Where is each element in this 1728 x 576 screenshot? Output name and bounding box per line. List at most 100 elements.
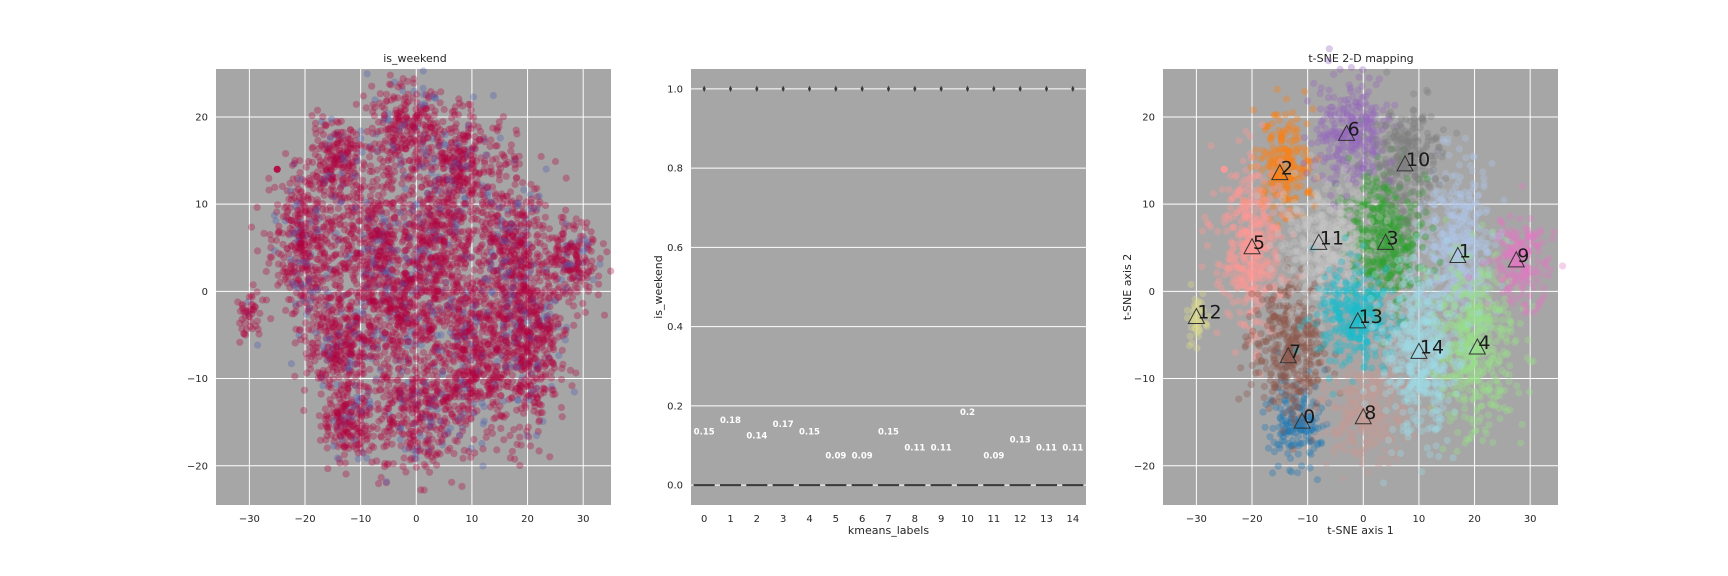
- data-point: [385, 364, 393, 372]
- data-point: [346, 411, 354, 419]
- data-point: [354, 217, 362, 225]
- data-point: [383, 97, 391, 105]
- data-point: [301, 262, 309, 271]
- data-point: [353, 370, 361, 378]
- data-point: [358, 360, 366, 368]
- data-point: [372, 377, 380, 385]
- data-point: [355, 424, 363, 432]
- data-point: [343, 392, 351, 400]
- data-point: [441, 225, 449, 233]
- data-point: [394, 376, 402, 384]
- data-point: [407, 327, 415, 335]
- data-point: [279, 261, 287, 269]
- data-point: [304, 325, 313, 334]
- data-point: [354, 449, 362, 457]
- data-point: [356, 428, 364, 436]
- data-point: [337, 422, 345, 430]
- data-point: [421, 135, 429, 143]
- data-point: [469, 93, 478, 101]
- data-point: [424, 312, 432, 320]
- data-point: [393, 321, 402, 329]
- data-point: [451, 436, 459, 444]
- data-point: [518, 360, 526, 368]
- data-point: [337, 399, 345, 407]
- data-point: [384, 460, 392, 468]
- data-point: [337, 299, 345, 307]
- data-point: [487, 198, 495, 206]
- data-point: [358, 370, 366, 378]
- data-point: [351, 360, 359, 368]
- panel1-plot-area: [216, 69, 611, 505]
- data-point: [441, 431, 449, 439]
- data-point: [515, 194, 523, 202]
- data-point: [540, 347, 548, 355]
- data-point: [363, 70, 371, 78]
- data-point: [330, 316, 338, 324]
- data-point: [426, 211, 434, 219]
- data-point: [519, 179, 527, 187]
- data-point: [516, 238, 525, 246]
- data-point: [359, 400, 368, 408]
- data-point: [404, 256, 412, 264]
- data-point: [501, 220, 510, 228]
- data-point: [241, 319, 249, 327]
- data-point: [274, 201, 282, 209]
- data-point: [469, 113, 478, 121]
- data-point: [262, 267, 270, 276]
- data-point: [308, 112, 316, 120]
- data-point: [350, 442, 358, 450]
- data-point: [465, 191, 473, 199]
- data-point: [383, 427, 391, 435]
- data-point: [287, 255, 295, 263]
- data-point: [389, 414, 397, 422]
- data-point: [253, 203, 261, 211]
- data-point: [341, 459, 349, 467]
- data-point: [424, 264, 432, 272]
- data-point: [270, 211, 278, 220]
- data-point: [462, 259, 470, 267]
- data-point: [357, 439, 365, 447]
- data-point: [296, 326, 304, 334]
- data-point: [364, 430, 372, 438]
- data-point: [369, 423, 377, 431]
- data-point: [418, 334, 426, 342]
- data-point: [374, 337, 382, 345]
- data-point: [330, 274, 338, 283]
- data-point: [521, 232, 530, 240]
- data-point: [421, 380, 429, 388]
- data-point: [375, 480, 383, 488]
- data-point: [363, 198, 371, 206]
- data-point: [489, 91, 497, 100]
- data-point: [300, 386, 308, 394]
- data-point: [384, 307, 392, 316]
- data-point: [342, 418, 350, 426]
- data-point: [348, 407, 356, 415]
- data-point: [349, 423, 357, 431]
- data-point: [410, 120, 418, 128]
- data-point: [559, 213, 567, 221]
- data-point: [302, 226, 310, 234]
- data-point: [260, 229, 268, 237]
- data-point: [512, 126, 520, 134]
- data-point: [358, 429, 366, 437]
- data-point: [562, 206, 570, 214]
- data-point: [368, 203, 376, 211]
- data-point: [530, 354, 538, 363]
- data-point: [341, 313, 349, 321]
- data-point: [324, 153, 332, 161]
- data-point: [424, 353, 432, 361]
- data-point: [532, 345, 540, 353]
- data-point: [369, 432, 378, 440]
- data-point: [344, 148, 352, 156]
- data-point: [328, 408, 336, 416]
- data-point: [336, 440, 344, 448]
- data-point: [341, 412, 349, 420]
- data-point: [495, 314, 503, 322]
- data-point: [335, 455, 343, 463]
- data-point: [495, 203, 503, 211]
- data-point: [447, 138, 455, 146]
- data-point: [346, 432, 354, 440]
- data-point: [479, 420, 487, 428]
- data-point: [446, 424, 454, 432]
- data-point: [444, 181, 452, 189]
